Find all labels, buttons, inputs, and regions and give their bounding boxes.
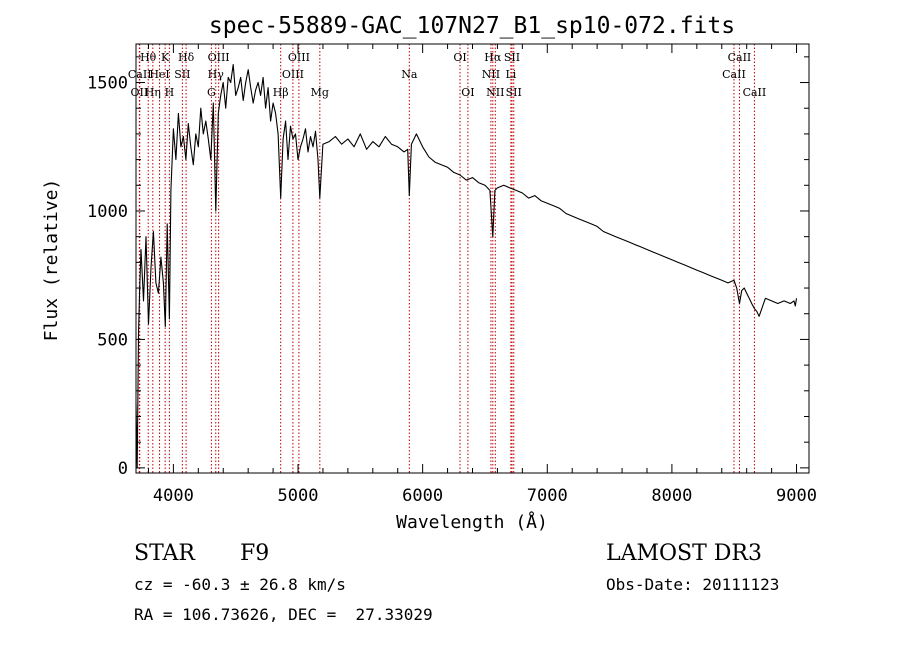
marker-label: Hδ [178,51,195,64]
spectral-subclass: F9 [240,541,269,566]
coordinates: RA = 106.73626, DEC = 27.33029 [134,605,433,624]
object-class: STAR [134,541,196,566]
marker-label: CaII [722,68,746,81]
chart-title: spec-55889-GAC_107N27_B1_sp10-072.fits [209,13,735,39]
marker-label: OIII [288,51,310,64]
x-tick-label: 8000 [651,486,692,506]
marker-label: NII [486,86,504,99]
marker-label: H [165,86,175,99]
y-axis: 0 500 1000 1500 [87,56,809,479]
marker-label: Hη [145,86,161,99]
x-axis: 4000 5000 6000 7000 8000 9000 [147,44,817,506]
y-tick-label: 0 [118,459,128,479]
marker-label: SII [506,86,522,99]
marker-label: OI [461,86,474,99]
marker-label: Mg [311,86,329,99]
marker-label: Na [401,68,418,81]
obs-date: Obs-Date: 20111123 [606,575,779,594]
marker-label: Hα [484,51,502,64]
marker-label: HeI [149,68,169,81]
marker-label: OIII [208,51,230,64]
marker-label: OIII [282,68,304,81]
y-axis-label: Flux (relative) [41,179,62,342]
marker-label: Li [505,68,516,81]
x-tick-label: 4000 [153,486,194,506]
marker-label: OI [453,51,466,64]
marker-label: SII [174,68,190,81]
marker-label: OII [131,86,149,99]
line-markers [138,44,755,473]
x-axis-label: Wavelength (Å) [396,511,548,533]
x-tick-label: 9000 [776,486,817,506]
plot-frame [135,43,810,474]
marker-label: CaII [128,68,152,81]
marker-label: CaII [743,86,767,99]
marker-label: NII [482,68,500,81]
spectrum-line [135,64,798,469]
marker-label: Hβ [273,86,289,99]
marker-label: CaII [728,51,752,64]
x-tick-label: 6000 [402,486,443,506]
x-tick-label: 5000 [278,486,319,506]
survey-name: LAMOST DR3 [606,541,762,566]
marker-label: Hθ [140,51,157,64]
marker-label: G [207,86,216,99]
y-tick-label: 1500 [87,74,128,94]
x-tick-label: 7000 [527,486,568,506]
marker-label: SII [504,51,520,64]
marker-label: K [161,51,170,64]
velocity: cz = -60.3 ± 26.8 km/s [134,575,346,594]
y-tick-label: 500 [97,330,128,350]
y-tick-label: 1000 [87,202,128,222]
marker-label: Hγ [208,68,225,81]
